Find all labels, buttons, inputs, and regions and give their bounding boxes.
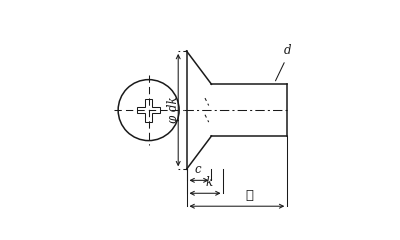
Text: ℓ: ℓ [245,189,253,202]
Text: k: k [205,176,212,189]
Text: d: d [284,43,291,57]
Text: φ dk: φ dk [167,97,180,123]
Text: c: c [194,163,201,176]
